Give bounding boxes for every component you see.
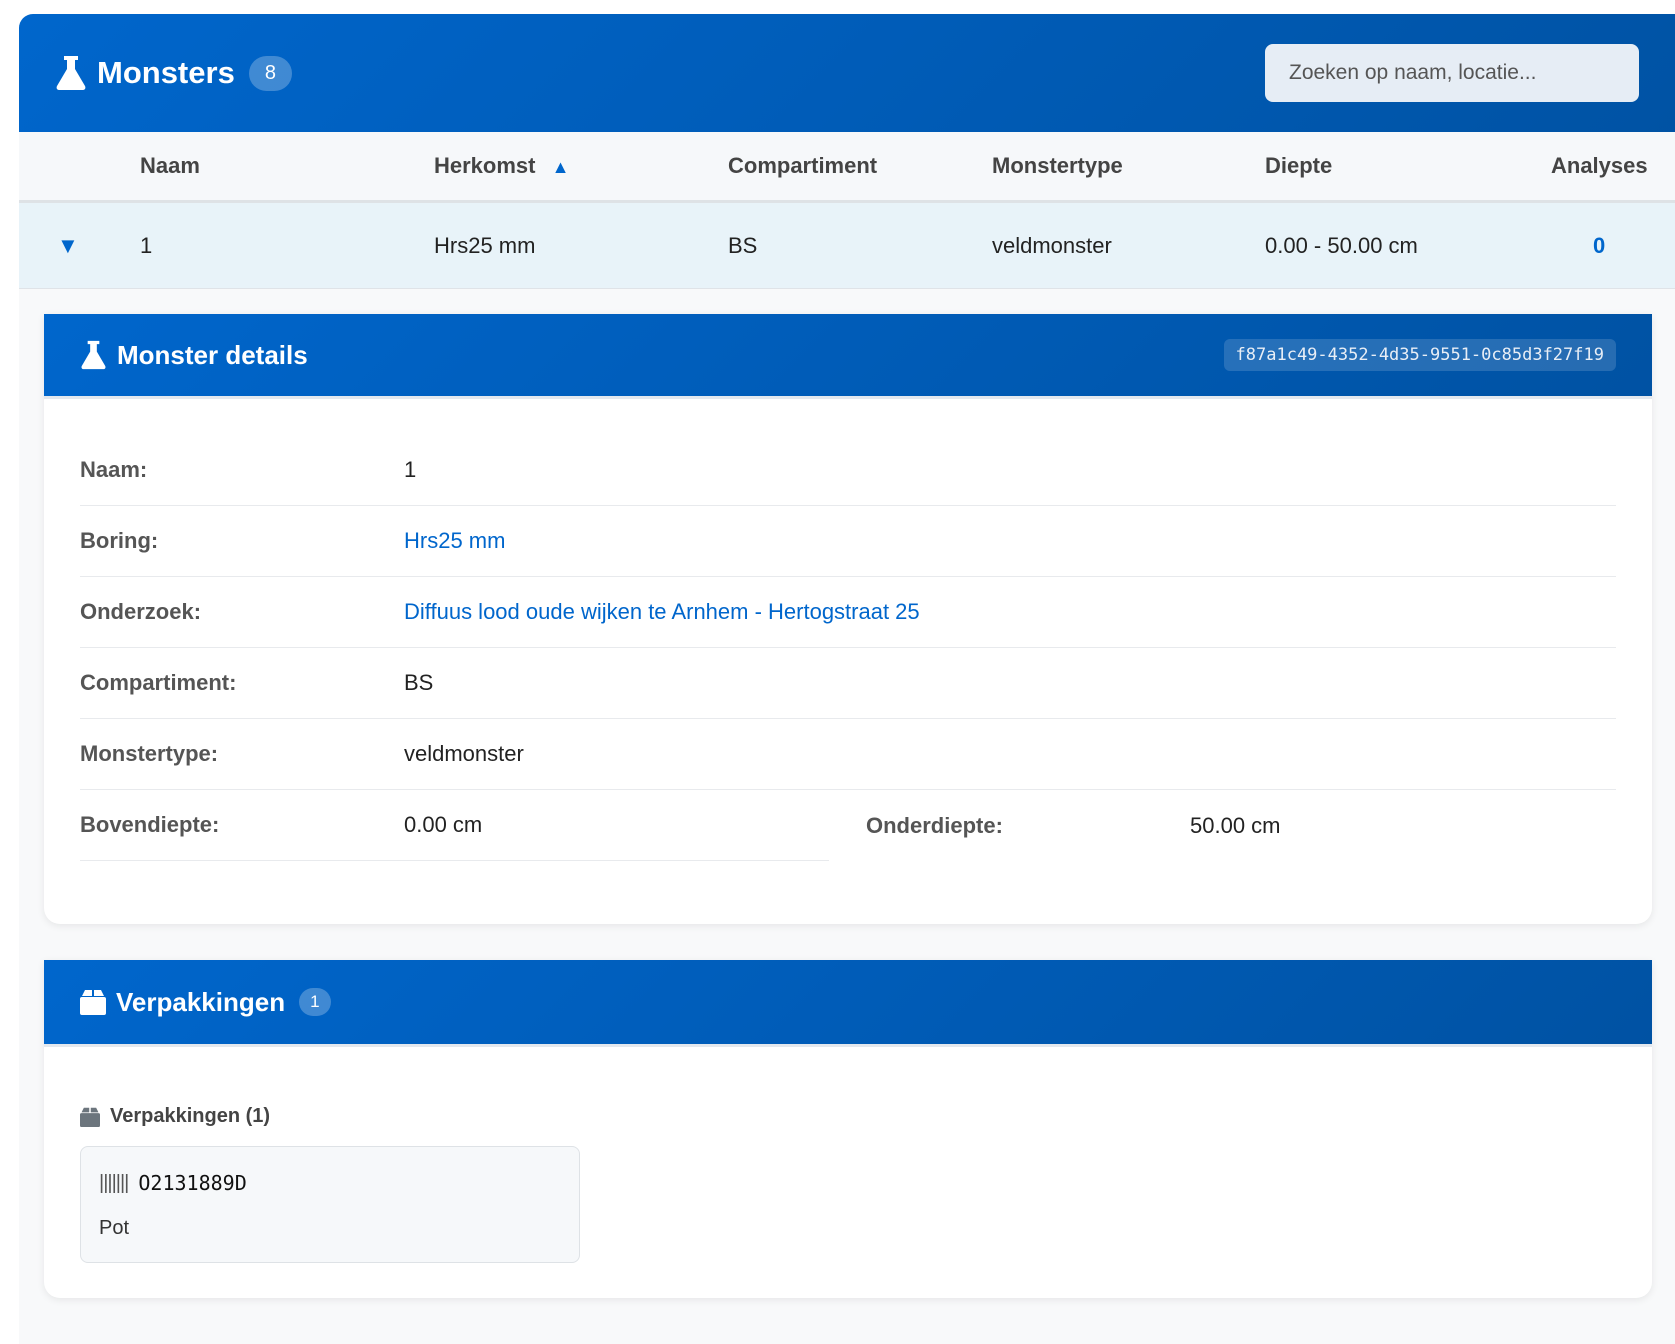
field-label: Onderzoek:	[80, 599, 202, 624]
cell-analyses[interactable]: 0	[1593, 232, 1606, 258]
cell-compartiment: BS	[728, 232, 758, 258]
flask-icon	[56, 56, 86, 90]
sort-asc-icon: ▲	[551, 157, 570, 177]
field-boring: Boring: Hrs25 mm	[80, 506, 1616, 577]
monsters-card: Monsters 8 Naam Herkomst ▲ Compartiment …	[19, 14, 1675, 1344]
cell-diepte: 0.00 - 50.00 cm	[1265, 232, 1418, 258]
field-label: Onderdiepte:	[866, 812, 1003, 838]
cell-monstertype: veldmonster	[992, 232, 1112, 258]
field-compartiment: Compartiment: BS	[80, 648, 1616, 719]
onderzoek-link[interactable]: Diffuus lood oude wijken te Arnhem - Her…	[404, 599, 920, 624]
field-label: Bovendiepte:	[80, 812, 220, 837]
box-icon	[80, 1107, 100, 1127]
verpakkingen-panel: Verpakkingen 1 Verpakkingen (1) ||||||| …	[44, 960, 1652, 1298]
field-monstertype: Monstertype: veldmonster	[80, 719, 1616, 790]
monster-details-panel: Monster details f87a1c49-4352-4d35-9551-…	[44, 314, 1652, 924]
col-compartiment[interactable]: Compartiment	[728, 153, 878, 178]
field-label: Compartiment:	[80, 670, 237, 695]
page-title: Monsters	[97, 55, 235, 90]
boring-link[interactable]: Hrs25 mm	[404, 528, 506, 553]
details-title: Monster details	[117, 339, 308, 370]
table-header: Naam Herkomst ▲ Compartiment Monstertype…	[19, 132, 1675, 203]
field-value: 1	[404, 457, 417, 482]
package-code: O2131889D	[138, 1171, 247, 1195]
cell-naam: 1	[140, 232, 153, 258]
field-label: Boring:	[80, 528, 159, 553]
uuid-badge: f87a1c49-4352-4d35-9551-0c85d3f27f19	[1223, 339, 1616, 371]
details-header: Monster details f87a1c49-4352-4d35-9551-…	[44, 314, 1652, 399]
barcode-icon: |||||||	[99, 1171, 129, 1194]
cell-herkomst: Hrs25 mm	[434, 232, 536, 258]
count-badge: 8	[248, 55, 292, 91]
package-code-row: ||||||| O2131889D	[99, 1171, 247, 1195]
table-row[interactable]: ▼ 1 Hrs25 mm BS veldmonster 0.00 - 50.00…	[19, 203, 1675, 289]
box-icon	[80, 990, 106, 1015]
field-naam: Naam: 1	[80, 435, 1616, 506]
flask-icon	[81, 340, 106, 370]
field-value: 50.00 cm	[1190, 812, 1281, 838]
field-label: Naam:	[80, 457, 148, 482]
col-analyses[interactable]: Analyses	[1551, 153, 1648, 178]
subtitle-text: Verpakkingen (1)	[110, 1105, 271, 1127]
field-value: veldmonster	[404, 741, 524, 766]
field-onderdiepte: Onderdiepte: 50.00 cm	[866, 790, 1615, 861]
package-type: Pot	[99, 1217, 130, 1239]
count-badge: 1	[299, 988, 331, 1016]
col-naam[interactable]: Naam	[140, 153, 200, 178]
search-input[interactable]	[1265, 44, 1639, 102]
field-onderzoek: Onderzoek: Diffuus lood oude wijken te Ar…	[80, 577, 1616, 648]
col-monstertype[interactable]: Monstertype	[992, 153, 1123, 178]
field-label: Monstertype:	[80, 741, 219, 766]
expand-chevron-icon[interactable]: ▼	[57, 232, 79, 258]
col-herkomst[interactable]: Herkomst ▲	[434, 153, 569, 179]
col-herkomst-label: Herkomst	[434, 153, 536, 178]
field-value: 0.00 cm	[404, 812, 483, 837]
verpakkingen-title: Verpakkingen	[116, 986, 286, 1017]
verpakkingen-subtitle: Verpakkingen (1)	[80, 1105, 270, 1128]
field-value: BS	[404, 670, 434, 695]
monsters-header: Monsters 8	[19, 14, 1675, 132]
field-bovendiepte: Bovendiepte: 0.00 cm	[80, 790, 829, 861]
package-card[interactable]: ||||||| O2131889D Pot	[80, 1146, 580, 1263]
verpakkingen-header: Verpakkingen 1	[44, 960, 1652, 1047]
col-diepte[interactable]: Diepte	[1265, 153, 1333, 178]
